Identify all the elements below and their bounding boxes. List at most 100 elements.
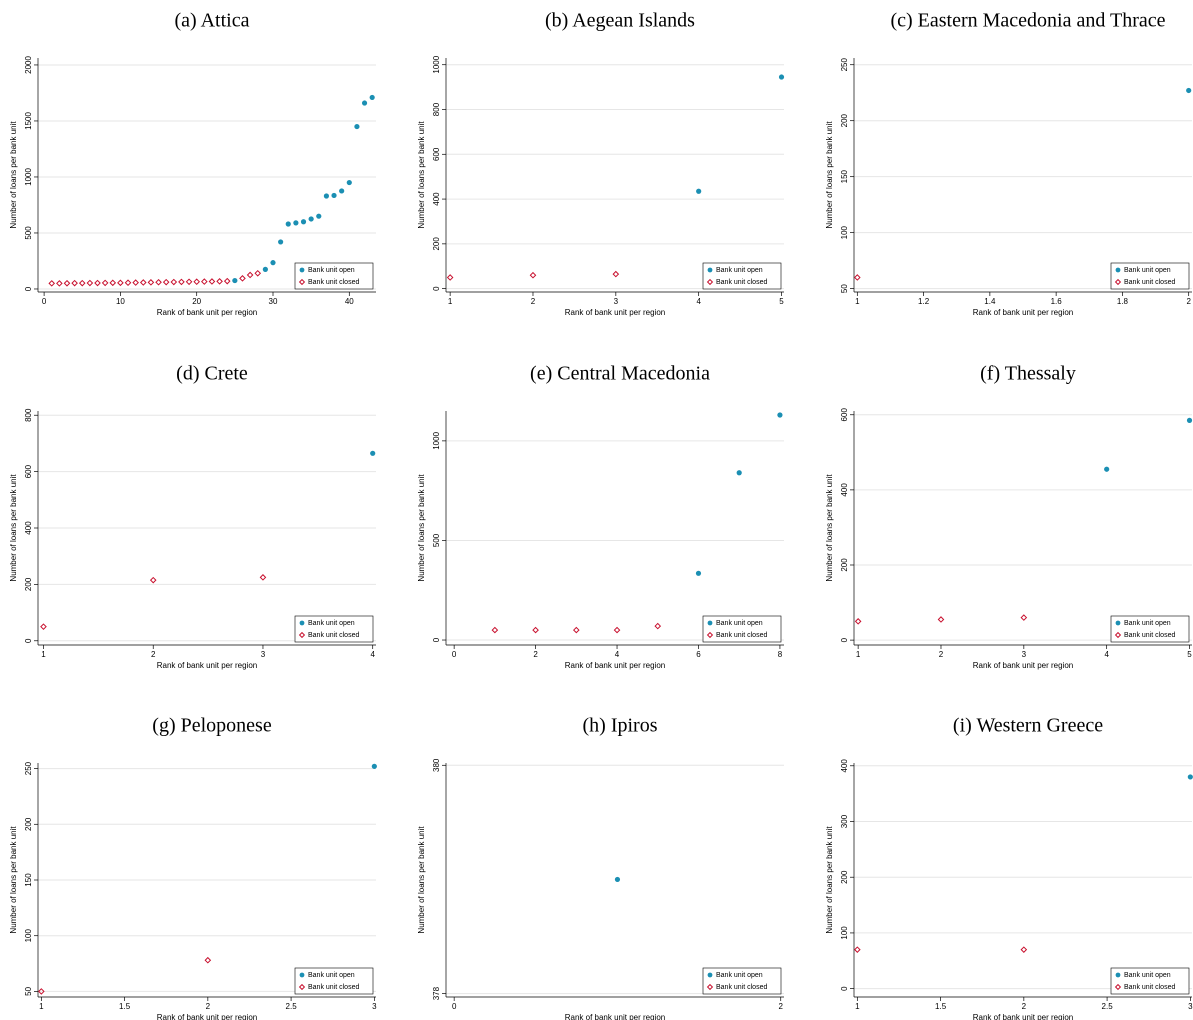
legend-marker <box>706 278 714 286</box>
x-tick-label: 2 <box>151 650 156 659</box>
y-tick-label: 100 <box>840 225 849 239</box>
point <box>736 470 742 476</box>
legend-box <box>1110 262 1190 290</box>
legend-box <box>1110 967 1190 995</box>
legend-label: Bank unit open <box>1124 972 1171 979</box>
point <box>361 100 368 106</box>
point <box>109 279 117 287</box>
y-tick-label: 0 <box>432 637 441 642</box>
legend-marker <box>706 631 714 639</box>
y-tick-label: 250 <box>840 57 849 71</box>
legend-marker <box>1115 972 1121 978</box>
point <box>1186 417 1193 423</box>
point <box>529 271 537 279</box>
x-tick-label: 2 <box>1186 297 1191 306</box>
panel-title: (h) Ipiros <box>583 715 658 737</box>
point <box>201 278 208 285</box>
point <box>696 188 702 194</box>
x-tick-label: 10 <box>116 297 125 306</box>
legend-label: Bank unit closed <box>1124 279 1175 286</box>
point <box>56 280 63 287</box>
y-tick-label: 50 <box>24 986 33 995</box>
point <box>270 260 276 266</box>
x-tick-label: 1.8 <box>1117 297 1129 306</box>
y-tick-label: 200 <box>840 870 849 884</box>
point <box>285 221 291 227</box>
x-axis-label: Rank of bank unit per region <box>157 1013 258 1020</box>
point <box>612 270 620 278</box>
y-tick-label: 1500 <box>24 112 33 130</box>
legend-marker <box>299 972 305 978</box>
point <box>316 213 322 219</box>
legend-box <box>702 967 782 995</box>
point <box>1187 774 1193 780</box>
panel: (i) Western Greece 0 100 200 300 400 1 1.5 2 2.5 3… <box>825 715 1193 1020</box>
y-axis-label: Number of loans per bank unit <box>825 474 834 582</box>
y-tick-label: 600 <box>24 464 33 478</box>
y-tick-label: 50 <box>840 284 849 293</box>
x-axis-label: Rank of bank unit per region <box>157 308 258 317</box>
point <box>370 450 376 456</box>
legend-marker <box>299 620 305 626</box>
point <box>94 279 101 287</box>
point <box>78 279 86 287</box>
panel: (a) Attica 0 500 1000 1500 2000 0 10 20 30 40 Rank … <box>9 10 376 317</box>
panel-title: (c) Eastern Macedonia and Thrace <box>890 10 1165 32</box>
y-tick-label: 0 <box>24 638 33 643</box>
x-axis-label: Rank of bank unit per region <box>565 1013 666 1020</box>
y-tick-label: 100 <box>24 928 33 942</box>
point <box>124 279 132 287</box>
legend-box <box>294 967 374 995</box>
point <box>323 193 330 199</box>
legend-label: Bank unit open <box>1124 267 1171 274</box>
y-tick-label: 150 <box>840 169 849 183</box>
point <box>1020 946 1028 953</box>
legend-label: Bank unit open <box>716 267 763 274</box>
point <box>178 278 185 286</box>
point <box>101 279 109 287</box>
y-axis-label: Number of loans per bank unit <box>9 121 18 229</box>
panel: (b) Aegean Islands 0 200 400 600 800 1000 1 2 3 4 5… <box>417 10 784 318</box>
legend-marker <box>706 983 714 991</box>
legend-marker <box>298 278 306 286</box>
x-tick-label: 1 <box>855 297 860 306</box>
y-tick-label: 380 <box>432 758 441 772</box>
point <box>71 279 78 287</box>
y-tick-label: 800 <box>24 408 33 422</box>
x-tick-label: 30 <box>269 297 278 306</box>
point <box>1186 87 1192 94</box>
point <box>300 219 307 225</box>
x-tick-label: 1.5 <box>119 1002 131 1011</box>
y-tick-label: 0 <box>840 637 849 642</box>
point <box>1104 466 1110 472</box>
x-tick-label: 1.5 <box>935 1002 947 1011</box>
y-axis-label: Number of loans per bank unit <box>9 474 18 582</box>
legend-label: Bank unit open <box>308 267 355 274</box>
y-tick-label: 200 <box>840 113 849 127</box>
panel: (h) Ipiros 378 380 0 2 Rank of bank unit per … <box>417 715 784 1020</box>
legend-marker <box>1114 983 1122 991</box>
point <box>937 616 945 623</box>
y-tick-label: 0 <box>840 986 849 991</box>
point <box>132 279 139 286</box>
panel-title: (i) Western Greece <box>953 715 1103 737</box>
point <box>185 278 193 286</box>
point <box>532 626 539 634</box>
point <box>354 123 360 130</box>
x-tick-label: 4 <box>370 650 375 659</box>
legend-marker <box>1114 278 1122 286</box>
y-tick-label: 300 <box>840 814 849 828</box>
point <box>446 274 454 281</box>
y-tick-label: 1000 <box>24 168 33 186</box>
y-tick-label: 400 <box>432 192 441 206</box>
x-tick-label: 0 <box>452 650 457 659</box>
y-tick-label: 400 <box>840 483 849 497</box>
x-tick-label: 3 <box>614 297 619 306</box>
point <box>259 574 267 581</box>
y-tick-label: 1000 <box>432 55 441 73</box>
point <box>262 266 268 272</box>
legend-marker <box>1115 267 1121 273</box>
y-axis-label: Number of loans per bank unit <box>417 826 426 934</box>
x-tick-label: 40 <box>345 297 354 306</box>
